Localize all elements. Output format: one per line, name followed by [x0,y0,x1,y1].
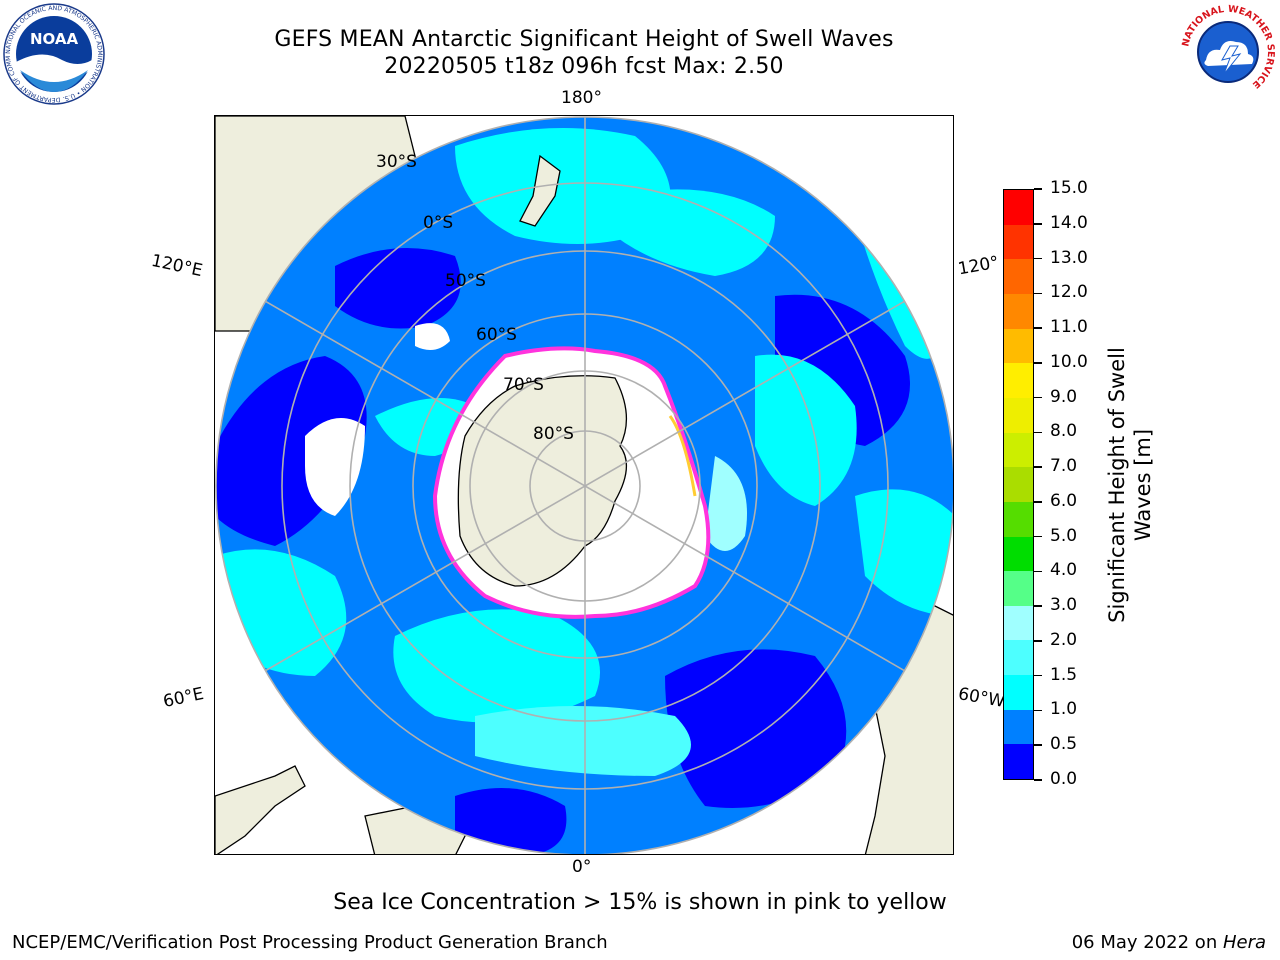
colorbar-tick-label: 1.0 [1050,699,1078,720]
lon-label-upper-left: 120°E [149,250,205,282]
chart-subtitle: 20220505 t18z 096h fcst Max: 2.50 [384,54,784,79]
lat-label-80s: 80°S [533,424,574,444]
colorbar-tick-mark [1034,327,1042,329]
colorbar-tick-mark [1034,674,1042,677]
colorbar-tick-label: 12.0 [1050,282,1088,303]
colorbar-tick-label: 3.0 [1050,595,1078,616]
africa-land [215,765,306,854]
lat-label-70s: 70°S [503,375,544,395]
colorbar-segment [1004,190,1033,225]
colorbar-segment [1004,640,1033,676]
nws-logo: NATIONAL WEATHER SERVICE [1180,4,1276,100]
colorbar-tick-label: 14.0 [1050,212,1088,233]
colorbar-tick-label: 7.0 [1050,456,1078,477]
polar-map-canvas [215,116,953,854]
lat-label-50s: 50°S [445,271,486,291]
colorbar-segment [1004,467,1033,502]
colorbar-tick-mark [1034,292,1042,295]
colorbar-tick-mark [1034,570,1042,573]
colorbar-tick-mark [1034,605,1042,607]
colorbar-segment [1004,328,1033,364]
colorbar-segment [1004,571,1033,606]
colorbar-segment [1004,536,1033,572]
colorbar-tick-mark [1034,744,1042,746]
colorbar-segment [1004,709,1033,745]
colorbar-tick-mark [1034,431,1042,434]
lon-label-bottom: 0° [572,857,592,877]
longitude-grid [216,117,953,854]
colorbar-title-line1: Significant Height of Swell [1105,347,1129,623]
noaa-logo-text: NOAA [30,30,79,48]
footer-host: Hera [1222,932,1266,953]
colorbar-tick-label: 15.0 [1050,178,1088,198]
colorbar-segment [1004,432,1033,468]
lon-label-lower-left: 60°E [161,683,206,713]
colorbar-tick-mark [1034,223,1042,225]
colorbar-title-line2: Waves [m] [1131,428,1155,542]
lat-label-30s: 30°S [376,152,417,172]
colorbar-tick-mark [1034,396,1042,399]
colorbar-segment [1004,397,1033,433]
footer-credit: NCEP/EMC/Verification Post Processing Pr… [12,932,608,953]
colorbar [1003,189,1034,780]
polar-map [214,115,954,855]
colorbar-tick-mark [1034,535,1042,538]
colorbar-tick-label: 0.0 [1050,769,1078,789]
colorbar-tick-mark [1034,362,1042,364]
new-zealand-land [519,154,561,227]
colorbar-tick-mark [1034,501,1042,503]
colorbar-tick-label: 1.5 [1050,664,1078,685]
colorbar-segment [1004,294,1033,329]
colorbar-tick-mark [1034,188,1042,190]
colorbar-tick-label: 11.0 [1050,317,1088,338]
colorbar-segment [1004,605,1033,641]
lon-label-top: 180° [561,88,602,108]
noaa-logo: NOAA NATIONAL OCEANIC AND ATMOSPHERIC AD… [2,2,105,105]
colorbar-tick-mark [1034,257,1042,260]
colorbar-tick-label: 0.5 [1050,734,1078,755]
colorbar-tick-label: 8.0 [1050,421,1078,442]
footer-date-text: 06 May 2022 on [1071,932,1223,953]
colorbar-tick-mark [1034,779,1042,781]
colorbar-segment [1004,501,1033,537]
colorbar-tick-label: 10.0 [1050,351,1088,372]
lat-label-40s: 0°S [423,213,454,233]
colorbar-tick-mark [1034,466,1042,468]
colorbar-title: Significant Height of Swell Waves [m] [1104,305,1156,665]
lat-label-60s: 60°S [476,325,517,345]
footer-date: 06 May 2022 on Hera [1072,932,1266,953]
colorbar-tick-label: 13.0 [1050,247,1088,268]
colorbar-segment [1004,224,1033,260]
colorbar-tick-label: 2.0 [1050,629,1078,650]
lon-label-lower-right: 60°W [956,684,1007,712]
colorbar-tick-mark [1034,640,1042,642]
colorbar-tick-label: 6.0 [1050,490,1078,511]
colorbar-segment [1004,675,1033,710]
colorbar-tick-label: 4.0 [1050,560,1078,581]
colorbar-tick-mark [1034,709,1042,712]
colorbar-tick-label: 5.0 [1050,525,1078,546]
lon-label-upper-right: 120° [956,252,1001,280]
colorbar-segment [1004,363,1033,398]
colorbar-segment [1004,259,1033,295]
sea-ice-caption: Sea Ice Concentration > 15% is shown in … [333,890,947,915]
chart-title: GEFS MEAN Antarctic Significant Height o… [274,27,894,52]
colorbar-segment [1004,744,1033,779]
colorbar-tick-label: 9.0 [1050,386,1078,407]
